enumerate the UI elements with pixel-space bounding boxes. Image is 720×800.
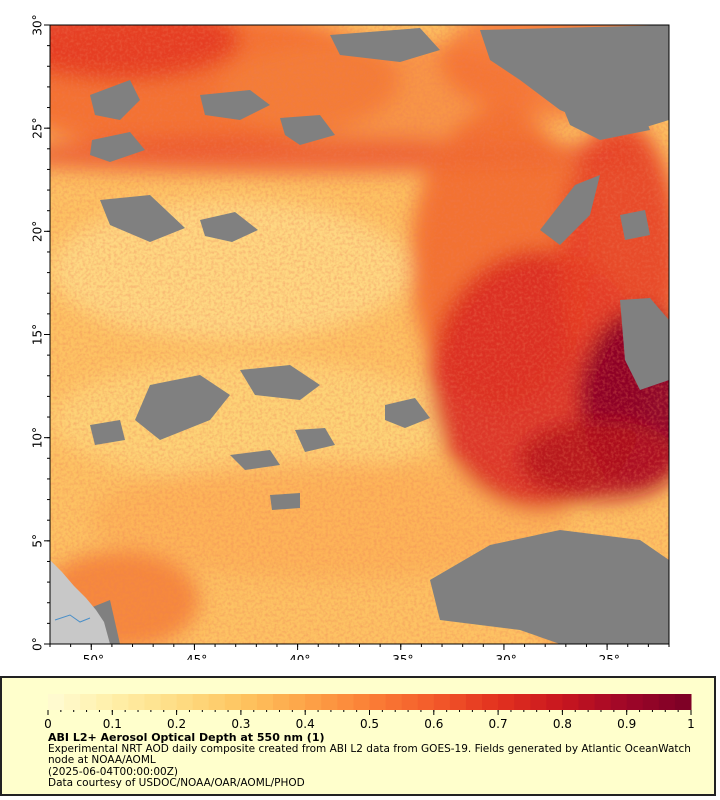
colorbar-swatch xyxy=(642,694,660,710)
colorbar-swatch xyxy=(449,694,467,710)
colorbar-swatch xyxy=(482,694,499,710)
river-line xyxy=(54,614,91,623)
colorbar-tick-label: 1 xyxy=(687,717,695,730)
map-area: -50° -45° -40° -35° -30° -25° 0° 5° 10° 15° 20° 25… xyxy=(31,14,670,660)
x-axis-ticks: -50° -45° -40° -35° -30° -25° xyxy=(49,644,670,660)
y-tick-label: 25° xyxy=(31,118,45,139)
colorbar-swatch xyxy=(369,694,387,710)
colorbar-swatch xyxy=(128,694,145,710)
x-tick-label: -30° xyxy=(491,653,517,660)
map-svg: -50° -45° -40° -35° -30° -25° 0° 5° 10° 15° 20° 25… xyxy=(31,14,670,660)
y-tick-label: 20° xyxy=(31,221,45,242)
y-tick-label: 5° xyxy=(31,534,45,548)
colorbar-swatch xyxy=(273,694,290,710)
y-tick-label: 30° xyxy=(31,14,45,35)
y-tick-label: 10° xyxy=(31,427,45,448)
x-tick-label: -50° xyxy=(78,653,104,660)
colorbar-swatch xyxy=(674,694,692,710)
aod-field xyxy=(50,25,669,644)
colorbar-swatch xyxy=(192,694,210,710)
legend-text: ABI L2+ Aerosol Optical Depth at 550 nm … xyxy=(48,732,708,790)
colorbar-ticks: 0 0.1 0.2 0.3 0.4 0.5 0.6 0.7 0.8 0.9 1 xyxy=(44,710,695,730)
colorbar-swatch xyxy=(626,694,644,710)
colorbar-swatch xyxy=(176,694,194,710)
colorbar-swatch xyxy=(112,694,129,710)
colorbar-swatch xyxy=(530,694,547,710)
colorbar-tick-label: 0.3 xyxy=(231,717,250,730)
colorbar-tick-label: 0.2 xyxy=(167,717,186,730)
colorbar-swatches xyxy=(48,694,692,710)
colorbar-swatch xyxy=(80,694,97,710)
land-south-america xyxy=(50,560,110,644)
colorbar-swatch xyxy=(240,694,258,710)
x-tick-label: -25° xyxy=(594,653,620,660)
colorbar-swatch xyxy=(337,694,354,710)
colorbar-swatch xyxy=(658,694,676,710)
colorbar-tick-label: 0.7 xyxy=(489,717,508,730)
colorbar-tick-label: 0.1 xyxy=(103,717,122,730)
colorbar-swatch xyxy=(514,694,531,710)
colorbar-swatch xyxy=(578,694,596,710)
colorbar-swatch xyxy=(417,694,435,710)
colorbar-tick-label: 0.5 xyxy=(360,717,379,730)
colorbar-swatch xyxy=(465,694,483,710)
colorbar-swatch xyxy=(256,694,274,710)
colorbar-swatch xyxy=(401,694,419,710)
colorbar-swatch xyxy=(433,694,451,710)
x-tick-label: -45° xyxy=(182,653,208,660)
colorbar-swatch xyxy=(289,694,306,710)
y-tick-label: 15° xyxy=(31,324,45,345)
colorbar-swatch xyxy=(160,694,178,710)
colorbar-tick-label: 0.6 xyxy=(424,717,443,730)
x-tick-label: -40° xyxy=(285,653,311,660)
colorbar-swatch xyxy=(64,694,81,710)
colorbar-tick-label: 0.8 xyxy=(553,717,572,730)
colorbar-swatch xyxy=(353,694,370,710)
colorbar-swatch xyxy=(546,694,563,710)
colorbar-swatch xyxy=(305,694,322,710)
legend-date: (2025-06-04T00:00:00Z) xyxy=(48,765,178,778)
legend-panel: 0 0.1 0.2 0.3 0.4 0.5 0.6 0.7 0.8 0.9 1 ABI L2+ Ae… xyxy=(0,676,716,796)
legend-credit: Data courtesy of USDOC/NOAA/OAR/AOML/PHO… xyxy=(48,777,305,789)
colorbar: 0 0.1 0.2 0.3 0.4 0.5 0.6 0.7 0.8 0.9 1 xyxy=(44,694,695,730)
colorbar-swatch xyxy=(610,694,628,710)
legend-title: ABI L2+ Aerosol Optical Depth at 550 nm … xyxy=(48,731,325,744)
y-axis-ticks: 0° 5° 10° 15° 20° 25° 30° xyxy=(31,14,50,651)
colorbar-swatch xyxy=(385,694,403,710)
colorbar-swatch xyxy=(48,694,65,710)
colorbar-swatch xyxy=(208,694,226,710)
y-tick-label: 0° xyxy=(31,637,45,651)
colorbar-swatch xyxy=(594,694,612,710)
colorbar-tick-label: 0.4 xyxy=(296,717,315,730)
nodata-regions xyxy=(60,25,669,644)
colorbar-swatch xyxy=(144,694,162,710)
x-tick-label: -35° xyxy=(388,653,414,660)
colorbar-swatch xyxy=(224,694,242,710)
colorbar-swatch xyxy=(562,694,579,710)
colorbar-tick-label: 0 xyxy=(44,717,52,730)
colorbar-swatch xyxy=(498,694,515,710)
colorbar-tick-label: 0.9 xyxy=(617,717,636,730)
colorbar-swatch xyxy=(96,694,113,710)
colorbar-swatch xyxy=(321,694,338,710)
legend-description: Experimental NRT AOD daily composite cre… xyxy=(48,742,691,766)
